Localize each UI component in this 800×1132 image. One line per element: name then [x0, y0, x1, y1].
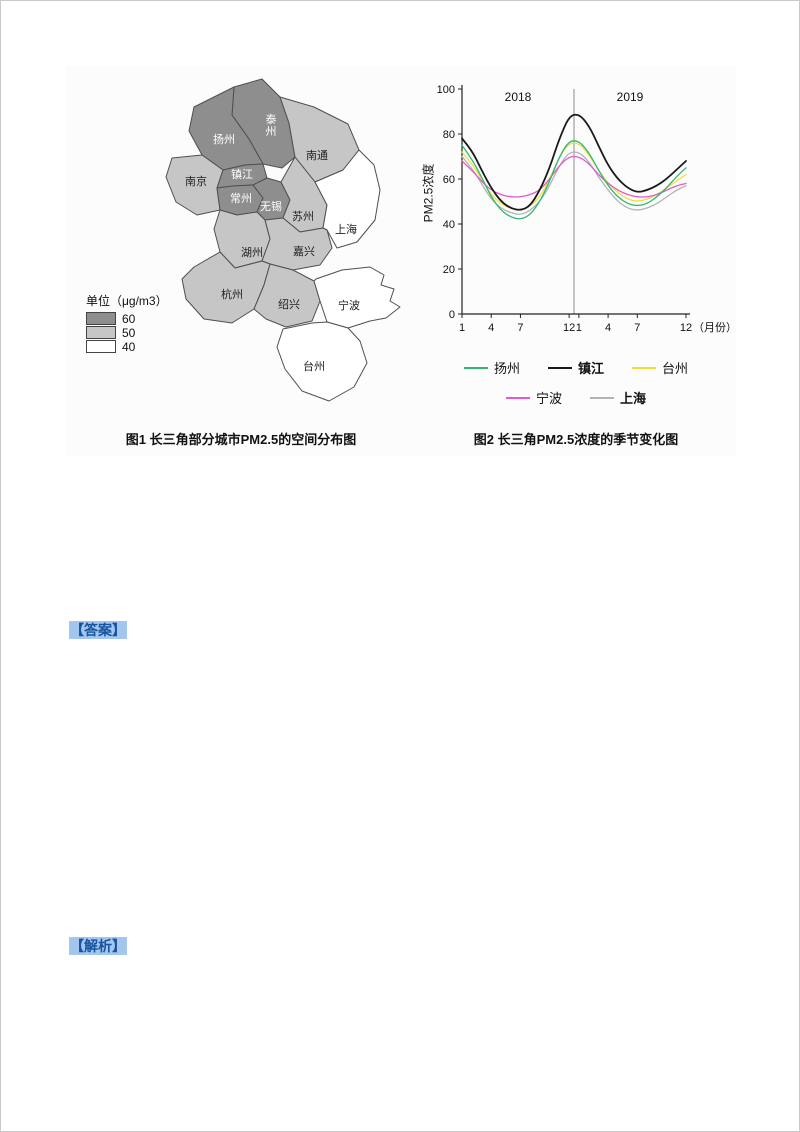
legend-line-sample	[590, 396, 614, 399]
chart-legend-row: 扬州 镇江 台州	[416, 358, 736, 377]
figure1-caption: 图1 长三角部分城市PM2.5的空间分布图	[125, 432, 357, 447]
map-city-label: 扬州	[213, 132, 235, 146]
chart-legend-row: 宁波 上海	[416, 388, 736, 407]
map-legend: 单位（μg/m3） 60 50 40	[86, 292, 168, 354]
legend-label: 50	[122, 326, 136, 340]
map-city-label: 苏州	[292, 210, 314, 223]
legend-line-sample	[463, 366, 488, 369]
pm25-map-figure: 泰州扬州南通南京 镇江常州 无锡 苏州上海湖州 嘉兴杭州绍兴 宁波台州 单位（μg/m3）…	[66, 66, 416, 456]
map-region	[313, 266, 401, 329]
map-region	[314, 149, 381, 249]
map-legend-title: 单位（μg/m3）	[86, 294, 168, 308]
series-line-0	[461, 140, 687, 220]
map-city-label: 南通	[306, 149, 328, 162]
legend-entry: 50	[86, 326, 168, 340]
pm25-chart-figure: PM2.5浓度 0 20 40 60 80 100 1 4 7 12 1 4 7 12 （月份） 2018 20…	[416, 66, 737, 456]
y-tick-label: 60	[443, 174, 455, 186]
chart-legend-entry: 上海	[590, 388, 646, 407]
chart-legend-entry: 扬州	[463, 358, 520, 377]
y-tick-label: 100	[437, 84, 455, 96]
legend-series-name: 扬州	[493, 361, 520, 376]
x-tick-label: 12	[563, 322, 575, 334]
legend-swatch	[86, 312, 116, 325]
legend-label: 60	[122, 312, 136, 326]
x-tick-label: 1	[576, 322, 582, 334]
figure-block: 泰州 扬州 南通 南京 镇江 常州 无锡 苏州 上海 湖州 嘉兴 杭州 绍兴 宁波 台州 单位（μg/m3）…	[66, 66, 736, 456]
map-city-label: 台州	[303, 359, 325, 373]
map-city-label: 镇江	[231, 167, 253, 181]
map-city-label: 绍兴	[278, 297, 300, 311]
x-tick-label: 12	[680, 322, 692, 334]
legend-series-name: 台州	[662, 361, 689, 376]
map-region	[253, 263, 321, 328]
legend-series-name: 镇江	[577, 361, 604, 376]
map-city-label: 宁波	[338, 298, 360, 312]
chart-legend-entry: 台州	[632, 358, 688, 377]
x-tick-label: 7	[517, 322, 523, 334]
legend-swatch	[86, 326, 116, 339]
map-city-label: 常州	[230, 192, 252, 205]
x-tick-label: 4	[605, 322, 611, 334]
legend-line-sample	[505, 396, 530, 399]
legend-line-sample	[632, 366, 656, 369]
series-line-4	[461, 151, 687, 215]
map-region	[276, 321, 368, 402]
year-label: 2019	[617, 90, 644, 104]
map-city-label: 杭州	[221, 287, 243, 301]
x-tick-label: 4	[488, 322, 494, 334]
map-city-label: 嘉兴	[293, 244, 315, 258]
chart-legend-entry: 宁波	[505, 388, 562, 407]
map-city-label: 湖州	[241, 246, 263, 259]
map-legend-entries: 60 50 40	[86, 312, 168, 354]
legend-series-name: 上海	[620, 391, 647, 406]
map-city-label: 泰州	[266, 112, 277, 138]
legend-entry: 40	[86, 340, 168, 354]
series-line-3	[461, 155, 687, 198]
map-city-label: 无锡	[260, 199, 282, 213]
legend-series-name: 宁波	[535, 391, 562, 406]
legend-entry: 60	[86, 312, 168, 326]
map-region	[181, 251, 271, 324]
x-tick-label: 7	[634, 322, 640, 334]
series-line-1	[461, 113, 687, 211]
y-tick-label: 40	[443, 219, 455, 231]
analysis-marker: 【解析】	[69, 937, 127, 955]
x-axis-unit-label: （月份）	[693, 321, 736, 334]
legend-swatch	[86, 340, 116, 353]
chart-legend-entry: 镇江	[547, 358, 604, 377]
map-region	[261, 217, 333, 271]
figure2-caption: 图2 长三角PM2.5浓度的季节变化图	[473, 432, 679, 447]
legend-label: 40	[122, 340, 136, 354]
x-tick-label: 1	[459, 322, 465, 334]
year-label: 2018	[505, 90, 532, 104]
map-city-label: 上海	[335, 222, 357, 236]
y-tick-label: 0	[449, 309, 455, 321]
series-line-2	[461, 142, 687, 211]
map-city-label: 南京	[185, 174, 207, 188]
y-tick-label: 80	[443, 129, 455, 141]
legend-line-sample	[547, 366, 572, 369]
answer-marker: 【答案】	[69, 621, 127, 639]
y-tick-label: 20	[443, 264, 455, 276]
